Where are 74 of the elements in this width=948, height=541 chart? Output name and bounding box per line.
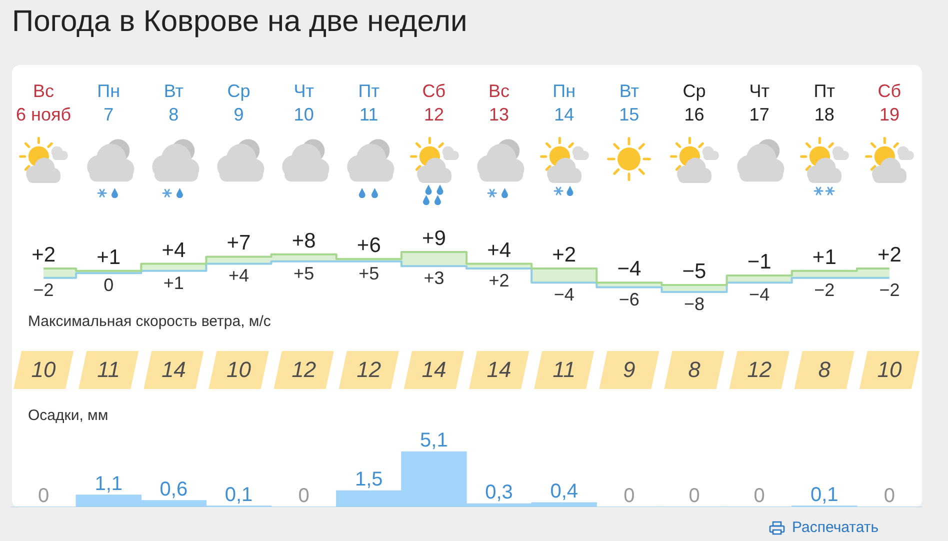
data-label: +5 (294, 263, 314, 284)
data-label: 0 (298, 485, 310, 507)
data-label: 9 (623, 357, 636, 382)
data-label: 1,1 (94, 473, 123, 496)
x-tick-label: Вт 15 (619, 80, 640, 124)
data-label: 0 (754, 485, 765, 507)
x-tick-label: Пн 7 (97, 80, 120, 124)
x-tick-label: Чт 10 (294, 80, 314, 124)
chart-title: Погода в Коврове на две недели (12, 4, 468, 40)
x-tick-label: Сб 19 (878, 80, 902, 124)
data-label: 1,5 (354, 468, 383, 491)
data-label: 12 (356, 357, 382, 382)
data-label: 0,4 (550, 480, 578, 503)
data-label: +2 (32, 243, 56, 266)
x-tick-label: Чт 17 (749, 80, 770, 124)
data-label: −4 (617, 258, 642, 281)
data-label: 14 (422, 357, 446, 382)
data-label: +5 (358, 263, 380, 284)
data-label: 10 (226, 357, 252, 382)
data-label: 0 (884, 485, 896, 507)
data-label: 5,1 (420, 429, 448, 452)
data-label: 11 (97, 357, 120, 382)
data-label: 8 (688, 357, 702, 382)
x-tick-label: Пт 18 (814, 80, 835, 124)
text: Максимальная скорость ветра, м/с (28, 313, 271, 331)
data-label: +9 (422, 227, 446, 250)
data-label: +4 (228, 266, 250, 286)
data-label: −2 (814, 280, 835, 300)
data-label: +2 (877, 243, 902, 266)
data-label: 0 (104, 275, 114, 296)
data-label: −2 (33, 280, 54, 300)
data-label: −5 (682, 260, 706, 283)
x-tick-label: Сб 12 (422, 80, 446, 124)
data-label: +3 (424, 268, 444, 288)
data-label: −2 (879, 280, 900, 300)
data-label: 10 (31, 357, 57, 382)
data-label: +8 (292, 229, 316, 252)
data-label: −4 (749, 284, 770, 305)
x-tick-label: Вс 13 (488, 80, 510, 124)
data-label: 0,3 (485, 482, 513, 504)
data-label: 0,1 (810, 484, 838, 506)
chart-title: Осадки, мм (28, 407, 108, 425)
data-label: +4 (162, 238, 186, 262)
text: Распечатать (792, 519, 879, 537)
x-tick-label: Ср 9 (227, 80, 250, 124)
data-label: +1 (812, 246, 836, 269)
data-label: 14 (161, 357, 186, 382)
data-label: +4 (487, 238, 512, 262)
x-tick-label: Ср 16 (682, 80, 706, 124)
data-label: +1 (163, 272, 184, 293)
x-tick-label: Пт 11 (358, 80, 380, 124)
x-tick-label: Вс 6 нояб (16, 80, 72, 124)
data-label: 11 (552, 357, 576, 382)
data-label: 0 (624, 485, 635, 507)
data-label: +2 (552, 243, 576, 266)
data-label: +1 (96, 246, 121, 269)
data-label: 14 (486, 357, 512, 382)
data-label: −1 (747, 250, 772, 274)
data-label: 10 (877, 357, 902, 382)
data-label: +6 (356, 234, 381, 258)
x-tick-label: Пн 14 (552, 80, 576, 124)
data-label: 12 (292, 357, 316, 382)
data-label: +2 (488, 270, 510, 290)
data-label: +7 (226, 232, 251, 255)
data-label: 0,1 (224, 484, 253, 506)
data-label: 12 (747, 357, 772, 382)
data-label: −8 (684, 294, 705, 314)
data-label: 8 (818, 357, 832, 382)
data-label: 0 (688, 485, 700, 507)
data-label: 0,6 (160, 478, 188, 500)
data-label: −6 (618, 289, 640, 310)
data-label: 0 (38, 485, 50, 507)
x-tick-label: Вт 8 (164, 80, 184, 124)
data-label: −4 (554, 284, 574, 305)
